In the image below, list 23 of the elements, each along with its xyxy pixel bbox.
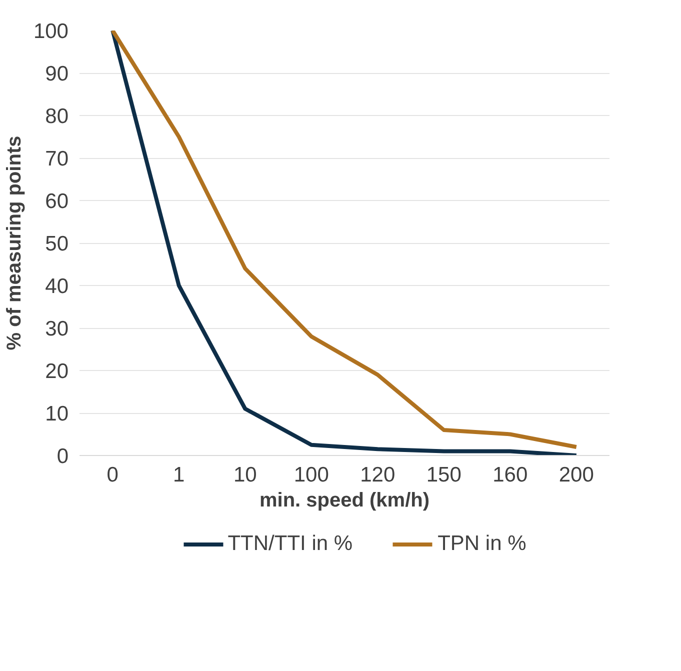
y-tick-label: 80 bbox=[45, 105, 68, 128]
y-tick-label: 60 bbox=[45, 190, 68, 213]
y-tick-label: 10 bbox=[45, 402, 68, 426]
y-tick-label: 100 bbox=[33, 20, 69, 43]
y-tick-label: 90 bbox=[45, 62, 68, 86]
x-tick-label: 0 bbox=[106, 464, 118, 486]
y-axis-title: % of measuring points bbox=[3, 136, 26, 350]
y-tick-label: 20 bbox=[45, 360, 68, 383]
y-tick-label: 0 bbox=[56, 445, 69, 468]
x-tick-label: 200 bbox=[558, 464, 594, 486]
x-tick-label: 10 bbox=[233, 464, 257, 486]
y-tick-label: 30 bbox=[45, 318, 68, 340]
x-tick-label: 160 bbox=[492, 464, 528, 486]
legend-label: TPN in % bbox=[438, 532, 526, 556]
x-tick-label: 150 bbox=[426, 464, 462, 486]
y-tick-label: 70 bbox=[45, 148, 68, 170]
x-tick-label: 1 bbox=[173, 464, 185, 486]
y-tick-label: 40 bbox=[45, 275, 68, 298]
x-axis-title: min. speed (km/h) bbox=[259, 490, 430, 512]
y-tick-label: 50 bbox=[45, 232, 68, 256]
x-tick-label: 120 bbox=[360, 464, 396, 486]
legend-label: TTN/TTI in % bbox=[228, 532, 353, 556]
x-tick-label: 100 bbox=[294, 464, 329, 486]
